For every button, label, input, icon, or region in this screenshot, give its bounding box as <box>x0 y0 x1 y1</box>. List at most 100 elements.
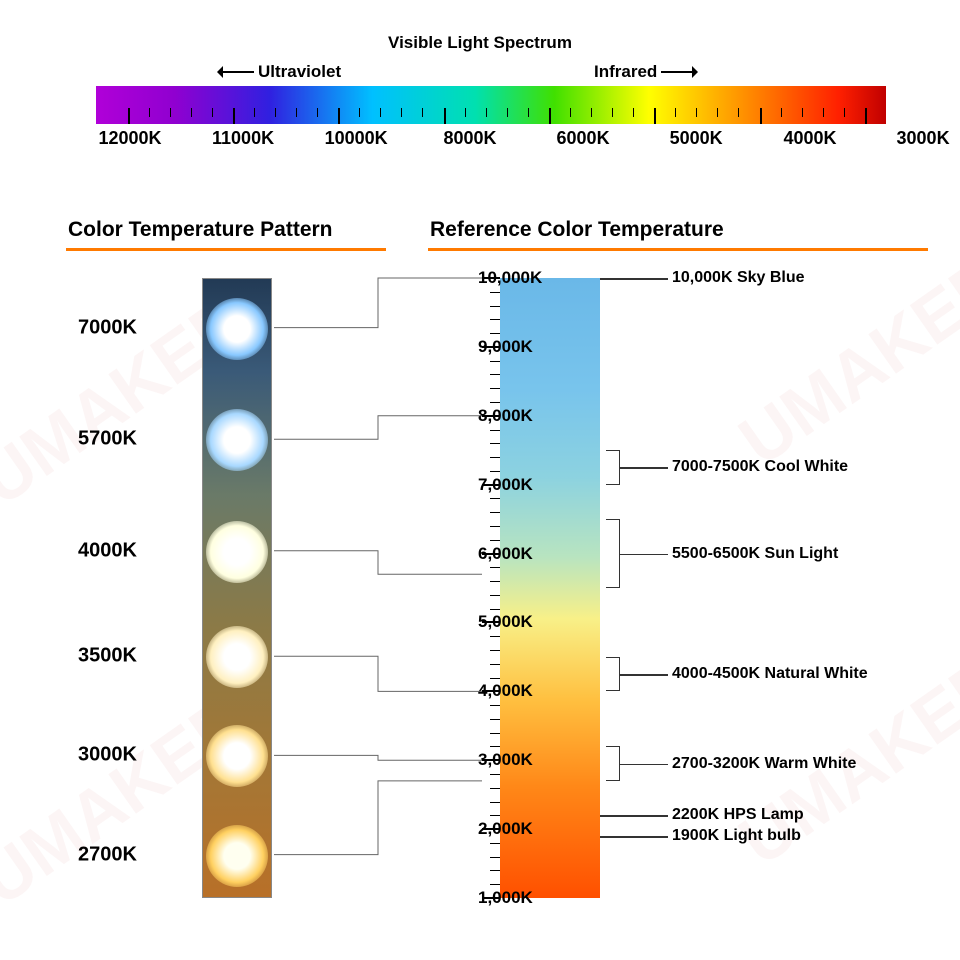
spectrum-axis-label: 6000K <box>557 128 610 149</box>
reference-tick-major <box>482 621 500 623</box>
reference-tick-minor <box>490 705 500 706</box>
uv-label-text: Ultraviolet <box>258 62 341 82</box>
spectrum-tick-minor <box>612 108 613 117</box>
reference-tick-minor <box>490 664 500 665</box>
reference-name-label: 7000-7500K Cool White <box>672 458 848 476</box>
reference-tick-minor <box>490 567 500 568</box>
reference-tick-minor <box>490 498 500 499</box>
led-temperature-label: 3500K <box>78 645 137 668</box>
reference-bracket <box>606 450 620 484</box>
reference-tick-minor <box>490 292 500 293</box>
spectrum-tick-minor <box>844 108 845 117</box>
reference-tick-minor <box>490 650 500 651</box>
led-bulb <box>206 521 268 583</box>
spectrum-tick-minor <box>422 108 423 117</box>
ir-label-text: Infrared <box>594 62 657 82</box>
led-temperature-label: 4000K <box>78 539 137 562</box>
reference-tick-minor <box>490 388 500 389</box>
reference-tick-major <box>482 690 500 692</box>
reference-strip <box>500 278 600 898</box>
spectrum-tick-minor <box>275 108 276 117</box>
reference-tick-minor <box>490 319 500 320</box>
reference-tick-minor <box>490 595 500 596</box>
section-title-pattern: Color Temperature Pattern <box>68 218 333 242</box>
reference-tick-major <box>482 484 500 486</box>
reference-tick-minor <box>490 719 500 720</box>
spectrum-axis-label: 12000K <box>98 128 161 149</box>
reference-tick-minor <box>490 870 500 871</box>
reference-tick-minor <box>490 802 500 803</box>
reference-tick-minor <box>490 430 500 431</box>
led-bulb <box>206 298 268 360</box>
reference-name-label: 2200K HPS Lamp <box>672 806 804 824</box>
reference-leader-line <box>620 554 668 556</box>
reference-tick-minor <box>490 636 500 637</box>
led-bulb <box>206 626 268 688</box>
led-bulb <box>206 825 268 887</box>
led-temperature-label: 7000K <box>78 316 137 339</box>
reference-tick-minor <box>490 774 500 775</box>
spectrum-tick-minor <box>823 108 824 117</box>
reference-name-label: 10,000K Sky Blue <box>672 269 805 287</box>
reference-tick-major <box>482 415 500 417</box>
spectrum-tick-minor <box>465 108 466 117</box>
reference-tick-minor <box>490 843 500 844</box>
reference-tick-major <box>482 346 500 348</box>
reference-bracket <box>606 519 620 588</box>
arrow-right-icon <box>661 71 697 73</box>
reference-name-label: 2700-3200K Warm White <box>672 755 856 773</box>
reference-tick-minor <box>490 526 500 527</box>
reference-leader-line <box>620 674 668 676</box>
spectrum-tick-minor <box>675 108 676 117</box>
spectrum-tick-minor <box>486 108 487 117</box>
reference-leader-line <box>600 278 668 280</box>
reference-tick-minor <box>490 581 500 582</box>
spectrum-tick-major <box>654 108 656 124</box>
reference-tick-major <box>482 553 500 555</box>
spectrum-tick-major <box>549 108 551 124</box>
reference-bracket <box>606 746 620 780</box>
reference-tick-minor <box>490 374 500 375</box>
reference-tick-minor <box>490 361 500 362</box>
led-temperature-label: 5700K <box>78 428 137 451</box>
reference-tick-minor <box>490 512 500 513</box>
reference-name-label: 1900K Light bulb <box>672 827 801 845</box>
spectrum-tick-major <box>760 108 762 124</box>
spectrum-axis-label: 4000K <box>783 128 836 149</box>
reference-tick-minor <box>490 884 500 885</box>
spectrum-tick-major <box>233 108 235 124</box>
spectrum-axis-labels: 12000K11000K10000K8000K6000K5000K4000K30… <box>66 128 916 152</box>
reference-tick-minor <box>490 540 500 541</box>
spectrum-tick-minor <box>317 108 318 117</box>
reference-tick-minor <box>490 788 500 789</box>
reference-leader-line <box>600 815 668 817</box>
reference-tick-minor <box>490 746 500 747</box>
section-underline <box>428 248 928 251</box>
spectrum-axis-label: 11000K <box>212 128 274 149</box>
reference-tick-major <box>482 897 500 899</box>
connector-line <box>274 278 482 328</box>
spectrum-tick-minor <box>507 108 508 117</box>
reference-tick-minor <box>490 402 500 403</box>
reference-tick-minor <box>490 678 500 679</box>
page-root: UMAKED UMAKED UMAKED UMAKED Visible Ligh… <box>0 0 960 960</box>
spectrum-axis-label: 8000K <box>443 128 496 149</box>
spectrum-tick-minor <box>359 108 360 117</box>
spectrum-tick-minor <box>570 108 571 117</box>
spectrum-tick-minor <box>738 108 739 117</box>
reference-tick-minor <box>490 733 500 734</box>
led-bulb <box>206 725 268 787</box>
reference-tick-major <box>482 277 500 279</box>
reference-leader-line <box>600 836 668 838</box>
connector-line <box>274 781 482 855</box>
reference-tick-minor <box>490 306 500 307</box>
spectrum-tick-minor <box>212 108 213 117</box>
spectrum-tick-minor <box>633 108 634 117</box>
spectrum-ticks <box>96 108 886 128</box>
reference-leader-line <box>620 467 668 469</box>
spectrum-tick-minor <box>802 108 803 117</box>
reference-name-label: 4000-4500K Natural White <box>672 665 868 683</box>
section-underline <box>66 248 386 251</box>
spectrum-tick-minor <box>149 108 150 117</box>
led-temperature-label: 3000K <box>78 744 137 767</box>
